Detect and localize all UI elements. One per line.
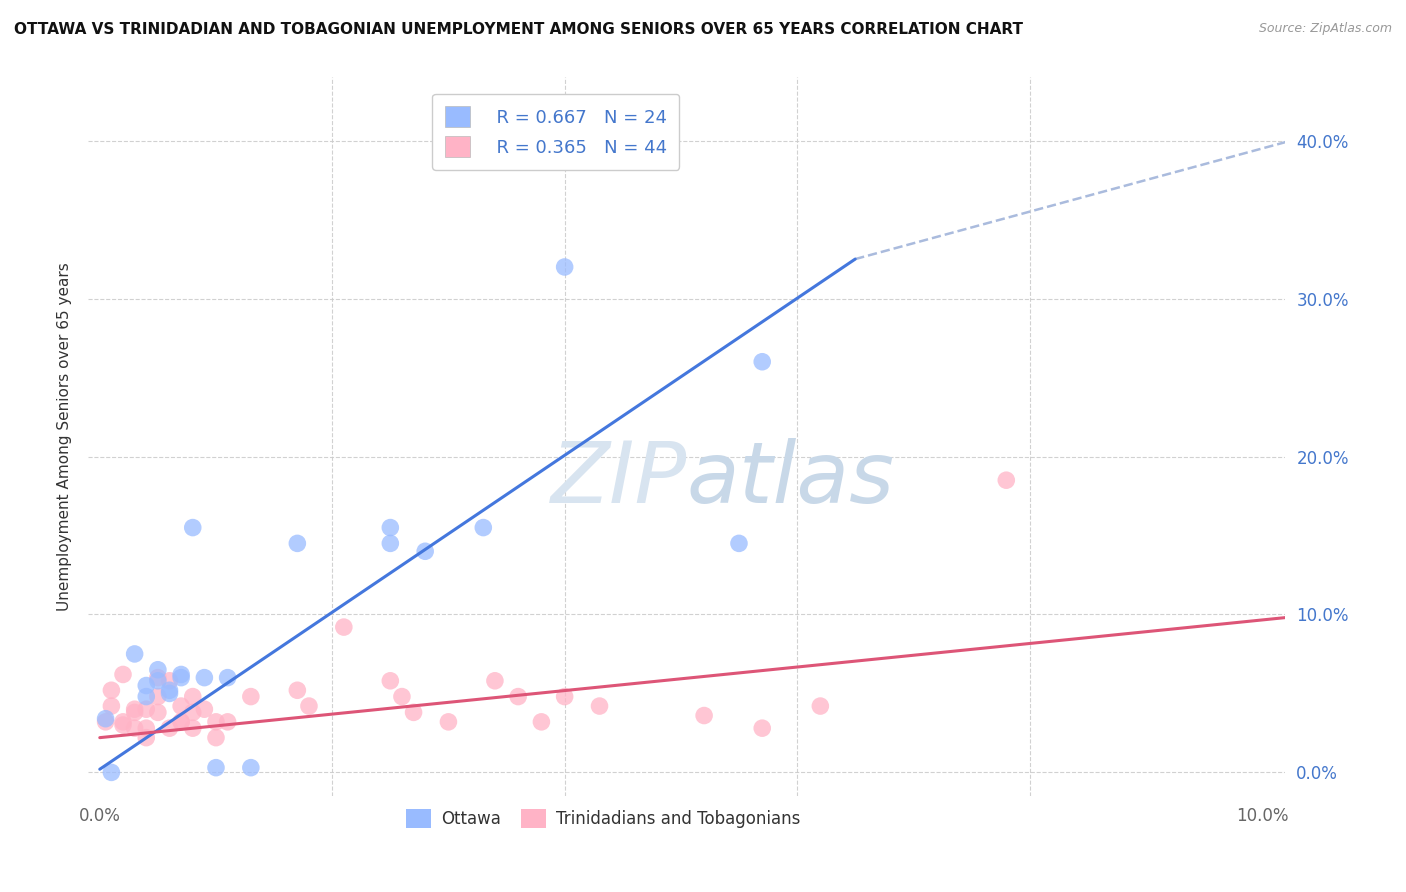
Point bbox=[333, 620, 356, 634]
Y-axis label: Unemployment Among Seniors over 65 years: Unemployment Among Seniors over 65 years bbox=[58, 262, 72, 611]
Point bbox=[146, 690, 169, 704]
Point bbox=[437, 714, 460, 729]
Point bbox=[135, 679, 157, 693]
Point bbox=[111, 718, 134, 732]
Point bbox=[146, 706, 169, 720]
Point bbox=[239, 690, 262, 704]
Point bbox=[728, 536, 751, 550]
Point bbox=[193, 702, 215, 716]
Point bbox=[135, 702, 157, 716]
Point bbox=[193, 671, 215, 685]
Point bbox=[94, 712, 117, 726]
Point bbox=[205, 731, 228, 745]
Point bbox=[285, 536, 308, 550]
Point bbox=[588, 699, 610, 714]
Point bbox=[170, 671, 193, 685]
Point bbox=[995, 473, 1018, 487]
Point bbox=[159, 721, 181, 735]
Point bbox=[146, 673, 169, 688]
Point bbox=[239, 761, 262, 775]
Text: Source: ZipAtlas.com: Source: ZipAtlas.com bbox=[1258, 22, 1392, 36]
Point bbox=[124, 706, 146, 720]
Point bbox=[94, 714, 117, 729]
Point bbox=[159, 673, 181, 688]
Point bbox=[100, 765, 122, 780]
Point bbox=[181, 721, 204, 735]
Text: atlas: atlas bbox=[686, 438, 894, 522]
Point bbox=[402, 706, 425, 720]
Point bbox=[205, 761, 228, 775]
Point bbox=[217, 671, 239, 685]
Point bbox=[380, 536, 402, 550]
Point bbox=[285, 683, 308, 698]
Point bbox=[124, 721, 146, 735]
Point bbox=[751, 721, 773, 735]
Point bbox=[181, 706, 204, 720]
Point bbox=[693, 708, 716, 723]
Legend: Ottawa, Trinidadians and Tobagonians: Ottawa, Trinidadians and Tobagonians bbox=[399, 802, 807, 835]
Point bbox=[170, 667, 193, 681]
Point bbox=[808, 699, 831, 714]
Point bbox=[100, 699, 122, 714]
Point bbox=[170, 714, 193, 729]
Point bbox=[124, 647, 146, 661]
Point bbox=[751, 355, 773, 369]
Point bbox=[391, 690, 413, 704]
Point bbox=[111, 714, 134, 729]
Point bbox=[146, 671, 169, 685]
Text: OTTAWA VS TRINIDADIAN AND TOBAGONIAN UNEMPLOYMENT AMONG SENIORS OVER 65 YEARS CO: OTTAWA VS TRINIDADIAN AND TOBAGONIAN UNE… bbox=[14, 22, 1024, 37]
Point bbox=[484, 673, 506, 688]
Point bbox=[124, 702, 146, 716]
Point bbox=[554, 260, 576, 274]
Point bbox=[170, 714, 193, 729]
Point bbox=[135, 731, 157, 745]
Point bbox=[217, 714, 239, 729]
Point bbox=[159, 683, 181, 698]
Point bbox=[159, 686, 181, 700]
Point bbox=[170, 699, 193, 714]
Point bbox=[472, 520, 495, 534]
Point bbox=[181, 520, 204, 534]
Point bbox=[100, 683, 122, 698]
Point bbox=[135, 721, 157, 735]
Point bbox=[298, 699, 321, 714]
Point bbox=[181, 690, 204, 704]
Point bbox=[380, 520, 402, 534]
Text: ZIP: ZIP bbox=[550, 438, 686, 522]
Point bbox=[135, 690, 157, 704]
Point bbox=[111, 667, 134, 681]
Point bbox=[205, 714, 228, 729]
Point bbox=[413, 544, 436, 558]
Point bbox=[380, 673, 402, 688]
Point bbox=[508, 690, 530, 704]
Point bbox=[530, 714, 553, 729]
Point bbox=[146, 663, 169, 677]
Point bbox=[554, 690, 576, 704]
